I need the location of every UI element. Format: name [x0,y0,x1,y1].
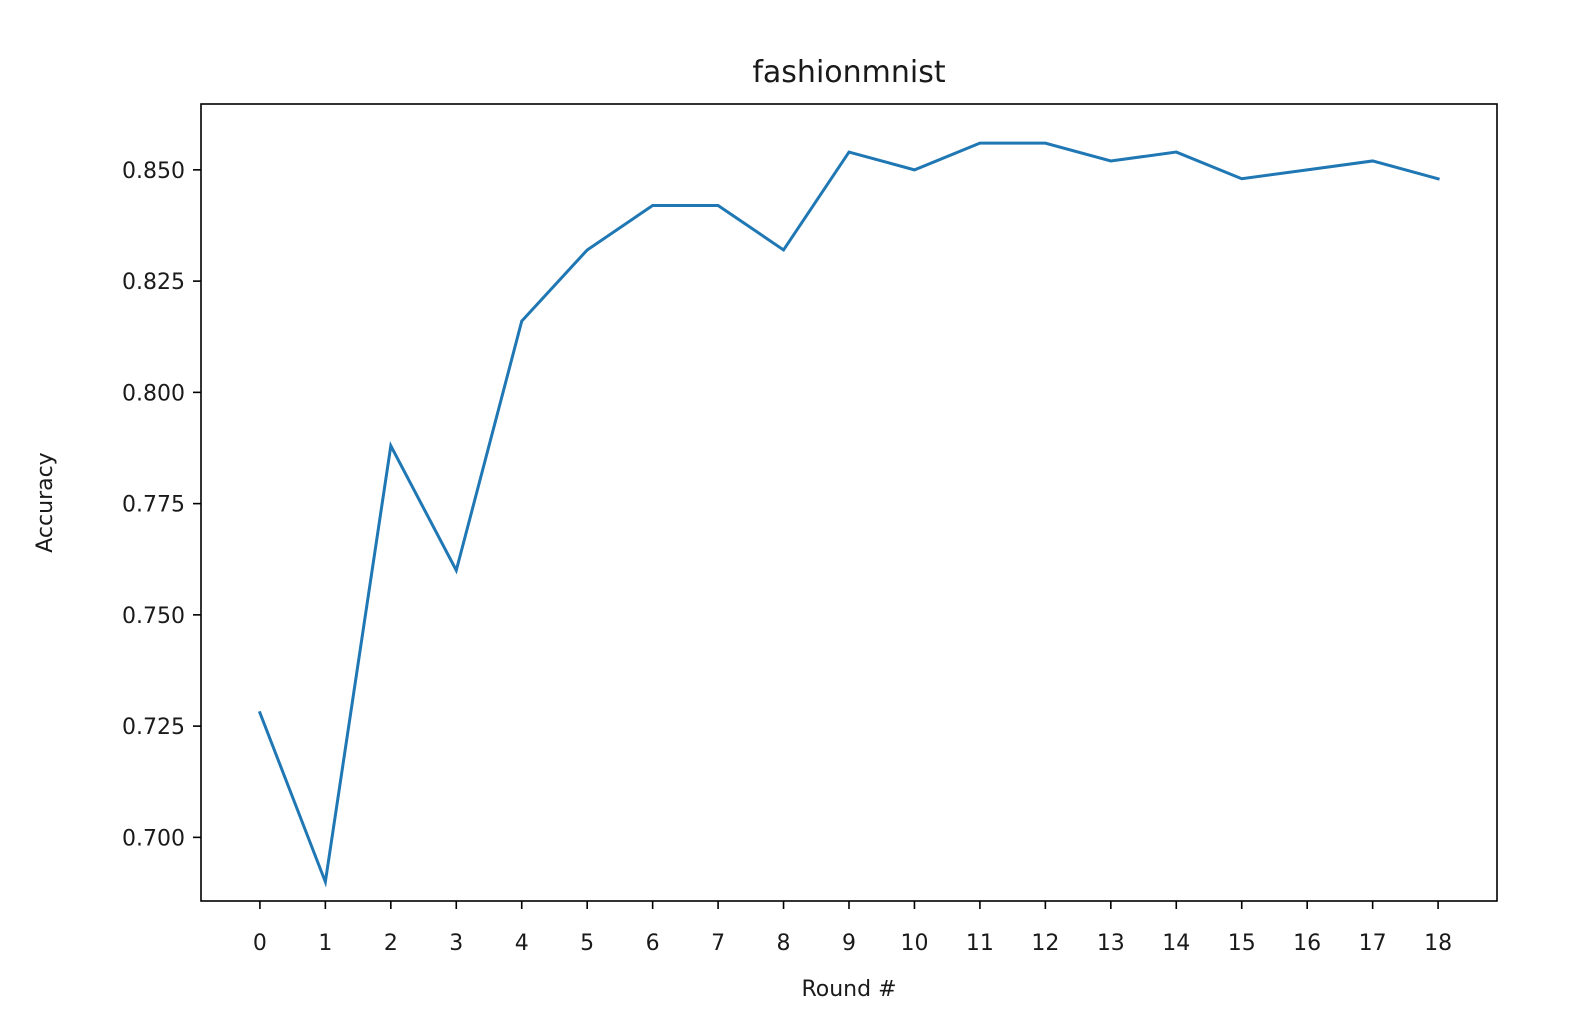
x-tick-label: 12 [1031,931,1059,956]
x-tick-label: 15 [1228,931,1256,956]
x-tick-label: 5 [580,931,594,956]
y-tick-label: 0.725 [122,715,185,740]
x-axis-ticks: 0 1 2 3 4 5 6 7 8 9 10 11 12 13 14 15 16 17 18 [253,901,1452,956]
x-tick-label: 6 [646,931,660,956]
x-tick-label: 17 [1359,931,1387,956]
y-tick-label: 0.750 [122,604,185,629]
y-tick-label: 0.775 [122,493,185,518]
x-tick-label: 2 [384,931,398,956]
y-tick-label: 0.800 [122,381,185,406]
x-tick-label: 7 [711,931,725,956]
series-line [257,141,1440,888]
x-tick-label: 10 [900,931,928,956]
chart-title: fashionmnist [752,55,945,90]
y-tick-label: 0.850 [122,159,185,184]
x-tick-label: 14 [1162,931,1190,956]
series-layer [257,141,1440,888]
x-tick-label: 8 [777,931,791,956]
x-axis-label: Round # [801,977,896,1002]
x-tick-label: 16 [1293,931,1321,956]
x-tick-label: 9 [842,931,856,956]
x-tick-label: 13 [1097,931,1125,956]
x-tick-label: 1 [318,931,332,956]
y-tick-label: 0.825 [122,270,185,295]
y-tick-label: 0.700 [122,826,185,851]
plot-area-frame [200,103,1498,902]
x-tick-label: 11 [966,931,994,956]
x-tick-label: 18 [1424,931,1452,956]
y-axis-ticks: 0.700 0.725 0.750 0.775 0.800 0.825 0.850 [122,159,201,851]
x-tick-label: 4 [515,931,529,956]
y-axis-label: Accuracy [33,452,58,552]
x-tick-label: 0 [253,931,267,956]
x-tick-label: 3 [449,931,463,956]
